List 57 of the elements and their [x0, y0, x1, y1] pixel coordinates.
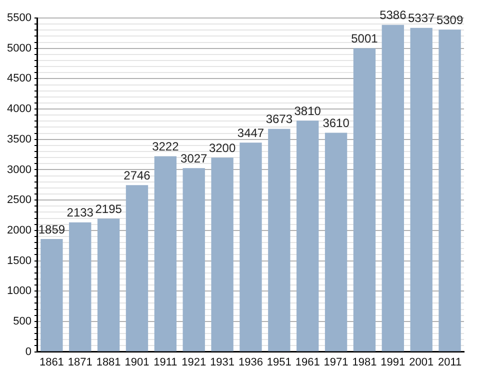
- y-tick-label: 3000: [6, 164, 32, 176]
- data-label: 3610: [322, 116, 350, 130]
- data-label: 5386: [380, 8, 407, 22]
- data-label: 2746: [124, 168, 151, 182]
- y-tick-label: 3500: [6, 133, 32, 146]
- y-tick-label: 2000: [6, 224, 32, 236]
- data-label: 5337: [408, 11, 436, 26]
- x-tick-label: 1931: [210, 356, 235, 368]
- x-tick-label: 1936: [238, 356, 263, 368]
- x-tick-label: 2011: [438, 356, 462, 368]
- bar: [126, 185, 148, 352]
- y-tick-label: 500: [13, 315, 32, 328]
- y-tick-label: 5500: [6, 12, 32, 24]
- data-label: 2133: [66, 206, 94, 220]
- bar: [69, 222, 92, 352]
- bar: [40, 238, 63, 352]
- x-tick-label: 1871: [68, 356, 92, 368]
- x-tick-label: 1861: [39, 356, 64, 368]
- bar: [410, 28, 432, 352]
- bar: [296, 120, 319, 352]
- bar: [97, 218, 120, 352]
- data-label: 1859: [38, 222, 66, 236]
- y-tick-label: 0: [25, 346, 32, 358]
- data-label: 3222: [152, 140, 180, 154]
- data-label: 3447: [237, 126, 264, 140]
- y-tick-label: 4500: [6, 72, 32, 85]
- bar: [240, 142, 262, 352]
- bar: [382, 24, 404, 352]
- bar: [438, 30, 461, 352]
- y-tick-label: 2500: [6, 194, 32, 206]
- data-label: 5001: [351, 32, 378, 46]
- bar: [154, 156, 177, 352]
- y-tick-label: 1000: [6, 285, 32, 298]
- x-tick-label: 1921: [182, 356, 206, 368]
- bar: [353, 48, 376, 352]
- x-tick-label: 1901: [124, 356, 150, 368]
- bar: [211, 158, 234, 352]
- x-tick-label: 1961: [295, 356, 320, 368]
- x-tick-label: 1971: [324, 356, 348, 368]
- y-tick-label: 4000: [6, 103, 32, 116]
- y-tick-label: 1500: [6, 254, 32, 267]
- x-tick-label: 1981: [352, 356, 377, 368]
- bar: [182, 168, 205, 352]
- x-tick-label: 2001: [409, 356, 434, 368]
- x-tick-label: 1881: [96, 356, 121, 368]
- x-tick-label: 1951: [266, 356, 292, 368]
- data-label: 3027: [180, 151, 208, 166]
- bar: [268, 128, 290, 352]
- x-tick-label: 1991: [380, 356, 406, 368]
- bar: [324, 132, 348, 352]
- y-tick-label: 5000: [6, 42, 32, 54]
- data-label: 2195: [95, 202, 122, 216]
- data-label: 3810: [294, 104, 322, 118]
- data-label: 5309: [436, 12, 464, 27]
- data-label: 3200: [208, 140, 236, 155]
- x-tick-label: 1911: [154, 356, 178, 368]
- data-label: 3673: [266, 112, 293, 126]
